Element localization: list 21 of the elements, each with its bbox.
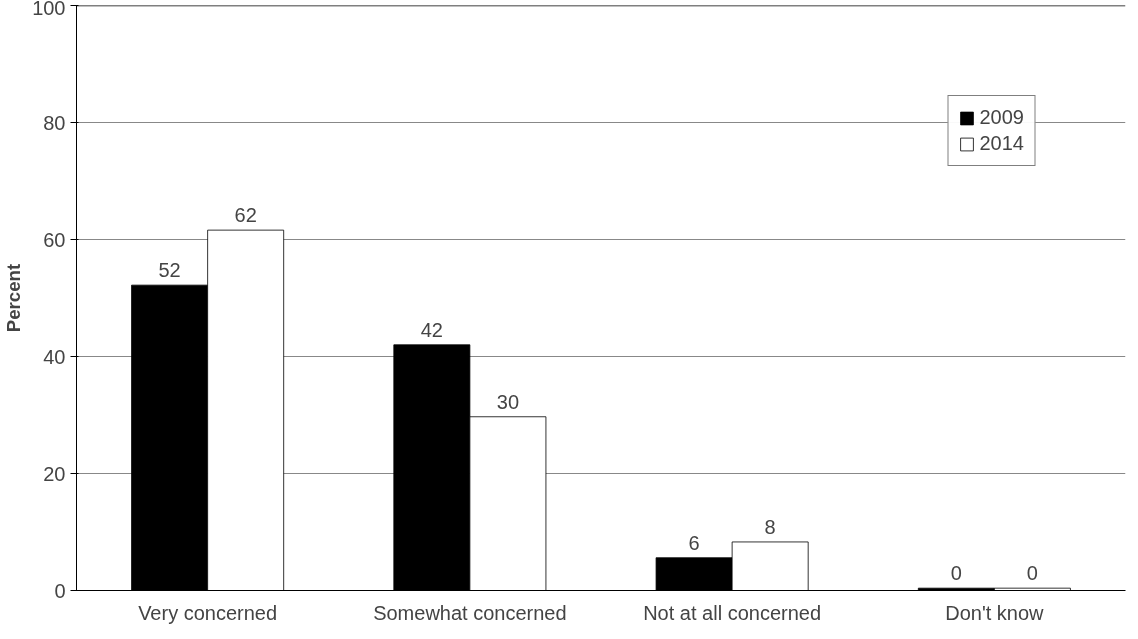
- data-label: 62: [234, 204, 257, 227]
- y-axis-title: Percent: [3, 263, 25, 333]
- data-label: 30: [496, 390, 520, 413]
- x-tick-label: Not at all concerned: [643, 601, 822, 624]
- y-tick-label: 60: [43, 228, 66, 251]
- data-label: 42: [420, 318, 443, 341]
- y-tick-label: 0: [54, 579, 66, 602]
- data-label: 8: [764, 515, 776, 538]
- data-label: 52: [158, 259, 181, 282]
- y-tick-label: 40: [43, 345, 66, 368]
- data-label: 0: [1026, 562, 1038, 585]
- data-label: 0: [950, 562, 962, 585]
- legend-label: 2014: [979, 132, 1024, 155]
- x-tick-label: Very concerned: [138, 601, 278, 624]
- y-tick-label: 100: [32, 0, 66, 19]
- y-tick-label: 80: [43, 111, 66, 134]
- legend-label: 2009: [979, 106, 1024, 129]
- y-tick-label: 20: [43, 462, 66, 485]
- data-label: 6: [688, 531, 700, 554]
- x-tick-label: Somewhat concerned: [373, 601, 567, 624]
- x-tick-label: Don't know: [945, 601, 1045, 624]
